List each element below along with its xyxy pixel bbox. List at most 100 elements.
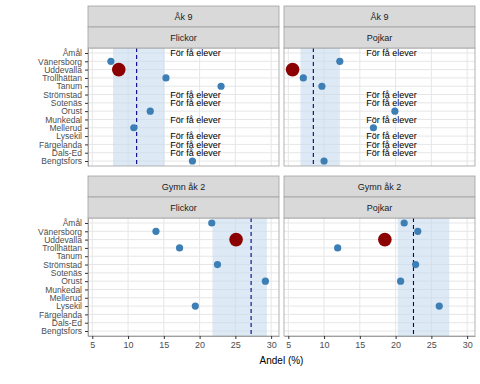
- strip: [284, 197, 475, 218]
- marks: [107, 48, 224, 166]
- tick-mark: [85, 281, 88, 282]
- panel: För få eleverFör få eleverFör få eleverF…: [38, 6, 279, 167]
- point: [334, 244, 341, 251]
- tick-mark: [85, 256, 88, 257]
- grid-line-x: [271, 218, 272, 336]
- tick: 25: [427, 336, 437, 350]
- tick-mark: [271, 336, 272, 339]
- tick-label: 25: [427, 340, 437, 350]
- point: [107, 58, 114, 65]
- grid-line-x: [359, 218, 360, 336]
- point: [147, 108, 154, 115]
- point: [320, 157, 327, 164]
- panel-background: [284, 48, 475, 166]
- tick-label: 25: [231, 340, 241, 350]
- annotation: För få elever: [170, 115, 221, 125]
- panel-border: [88, 218, 279, 336]
- panel-border: [284, 48, 475, 166]
- grid-line-x: [324, 218, 325, 336]
- tick-label: 30: [463, 340, 473, 350]
- tick-mark: [85, 144, 88, 145]
- tick-mark: [85, 223, 88, 224]
- grid: [284, 48, 475, 166]
- tick-mark: [85, 306, 88, 307]
- tick-mark: [85, 273, 88, 274]
- tick-mark: [85, 78, 88, 79]
- tick-mark: [85, 298, 88, 299]
- tick-mark: [85, 323, 88, 324]
- strip-label: Pojkar: [367, 33, 393, 43]
- tick-mark: [85, 86, 88, 87]
- marks: [152, 218, 269, 336]
- panel-background: [88, 218, 279, 336]
- tick-mark: [128, 336, 129, 339]
- tick-label: 20: [391, 340, 401, 350]
- tick-mark: [85, 53, 88, 54]
- mean-line: [413, 218, 414, 336]
- point: [176, 244, 183, 251]
- strip-label: Åk 9: [174, 12, 192, 22]
- tick: 10: [320, 336, 330, 350]
- point: [112, 63, 126, 77]
- tick: Bengtsfors: [41, 156, 88, 166]
- grid-line-x: [92, 48, 93, 166]
- grid: [284, 218, 475, 336]
- grid-line-x: [235, 48, 236, 166]
- tick-label: 5: [286, 340, 291, 350]
- tick-label: 10: [320, 340, 330, 350]
- tick-mark: [396, 336, 397, 339]
- marks: [334, 218, 449, 336]
- tick-mark: [288, 336, 289, 339]
- strip: [88, 6, 279, 27]
- tick: 15: [355, 336, 365, 350]
- tick: 20: [391, 336, 401, 350]
- grid-line-x: [467, 48, 468, 166]
- grid-line-x: [288, 218, 289, 336]
- tick-mark: [85, 289, 88, 290]
- band: [300, 48, 339, 166]
- grid-line-x: [467, 218, 468, 336]
- strip-label: Gymn åk 2: [358, 182, 402, 192]
- mean-line: [251, 218, 252, 336]
- grid-line-x: [128, 218, 129, 336]
- point: [401, 219, 408, 226]
- tick-label: 15: [159, 340, 169, 350]
- tick: 5: [286, 336, 291, 350]
- point: [414, 228, 421, 235]
- point: [162, 74, 169, 81]
- mean-line: [136, 48, 137, 166]
- band: [398, 218, 450, 336]
- annotation: För få elever: [170, 98, 221, 108]
- tick-mark: [85, 128, 88, 129]
- point: [300, 74, 307, 81]
- strip-label: Gymn åk 2: [162, 182, 206, 192]
- tick: Bengtsfors: [41, 326, 88, 336]
- y-axis: ÅmålVänersborgUddevallaTrollhättanTanumS…: [38, 218, 88, 336]
- grid-line-x: [431, 48, 432, 166]
- grid: [88, 48, 279, 166]
- tick: 10: [124, 336, 134, 350]
- tick-mark: [85, 111, 88, 112]
- point: [229, 233, 243, 247]
- point: [318, 83, 325, 90]
- axis-line: [285, 336, 476, 337]
- point: [286, 63, 300, 77]
- tick-mark: [324, 336, 325, 339]
- tick-label: 15: [355, 340, 365, 350]
- tick: 20: [195, 336, 205, 350]
- tick: 15: [159, 336, 169, 350]
- tick-mark: [85, 61, 88, 62]
- strip-label: Flickor: [170, 33, 197, 43]
- panel: Gymn åk 2Pojkar51015202530: [284, 176, 476, 350]
- annotation: För få elever: [366, 98, 417, 108]
- tick-label: Bengtsfors: [41, 326, 82, 336]
- point: [192, 302, 199, 309]
- grid-line-x: [359, 48, 360, 166]
- point: [152, 228, 159, 235]
- tick-mark: [85, 248, 88, 249]
- point: [130, 124, 137, 131]
- grid-line-x: [92, 218, 93, 336]
- axis-line: [88, 219, 89, 337]
- point: [208, 219, 215, 226]
- strip: [88, 27, 279, 48]
